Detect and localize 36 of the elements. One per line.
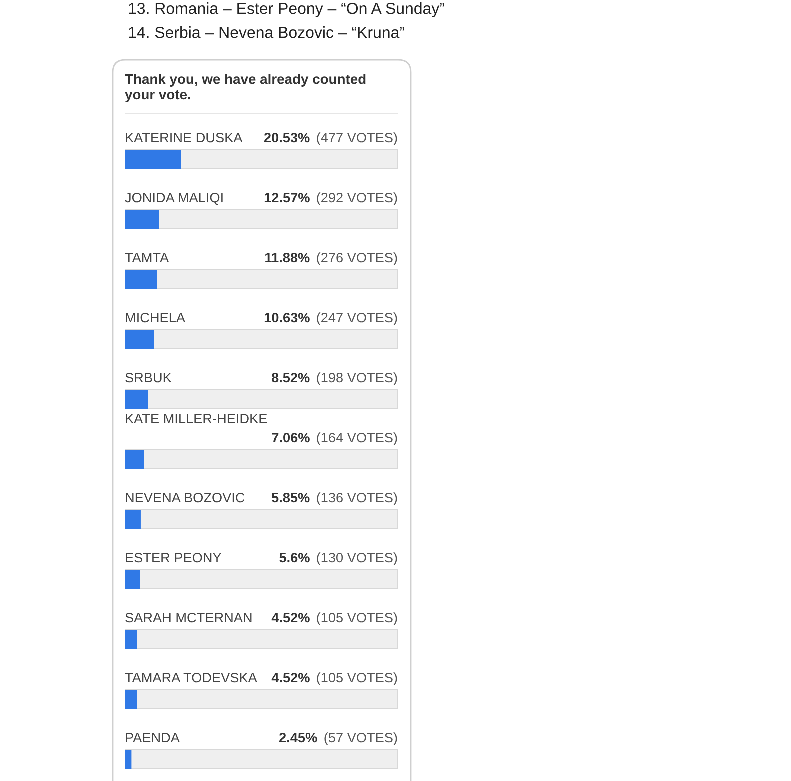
bar bbox=[125, 330, 154, 349]
data-label: 8.52% (198 VOTES) bbox=[272, 372, 398, 386]
chart-title: Thank you, we have already counted your vote. bbox=[125, 74, 366, 102]
text: 13. Romania – Ester Peony – “On A Sunday” bbox=[129, 2, 444, 18]
data-label: 5.6% (130 VOTES) bbox=[280, 552, 398, 566]
data-label: 7.06% (164 VOTES) bbox=[272, 432, 398, 446]
bar bbox=[125, 570, 140, 589]
text: 14. Serbia – Nevena Bozovic – “Kruna” bbox=[129, 26, 404, 38]
bar bbox=[125, 630, 138, 649]
data-label: 5.85% (136 VOTES) bbox=[272, 492, 398, 506]
bar bbox=[125, 390, 148, 409]
data-label: 10.63% (247 VOTES) bbox=[264, 312, 398, 326]
y-tick-label: SRBUK bbox=[126, 373, 172, 383]
bar bbox=[125, 450, 144, 469]
data-label: 11.88% (276 VOTES) bbox=[266, 252, 398, 266]
y-tick-label: KATE MILLER-HEIDKE bbox=[126, 414, 268, 424]
bar bbox=[125, 690, 138, 709]
y-tick-label: ESTER PEONY bbox=[126, 553, 222, 563]
y-tick-label: KATERINE DUSKA bbox=[126, 133, 243, 143]
bar bbox=[125, 510, 141, 529]
bar bbox=[125, 150, 182, 169]
bar bbox=[125, 750, 132, 769]
y-tick-label: NEVENA BOZOVIC bbox=[126, 493, 245, 503]
data-label: 4.52% (105 VOTES) bbox=[272, 672, 398, 686]
bar bbox=[125, 270, 158, 289]
bar bbox=[125, 210, 160, 229]
y-tick-label: PAENDA bbox=[126, 733, 180, 743]
y-tick-label: TAMARA TODEVSKA bbox=[125, 673, 258, 683]
y-tick-label: SARAH MCTERNAN bbox=[126, 613, 252, 623]
y-tick-label: JONIDA MALIQI bbox=[125, 193, 223, 206]
data-label: 4.52% (105 VOTES) bbox=[272, 612, 398, 626]
data-label: 2.45% (57 VOTES) bbox=[280, 732, 398, 746]
y-tick-label: MICHELA bbox=[126, 313, 186, 323]
y-tick-label: TAMTA bbox=[125, 253, 170, 263]
data-label: 20.53% (477 VOTES) bbox=[264, 132, 398, 146]
data-label: 12.57% (292 VOTES) bbox=[264, 192, 398, 206]
